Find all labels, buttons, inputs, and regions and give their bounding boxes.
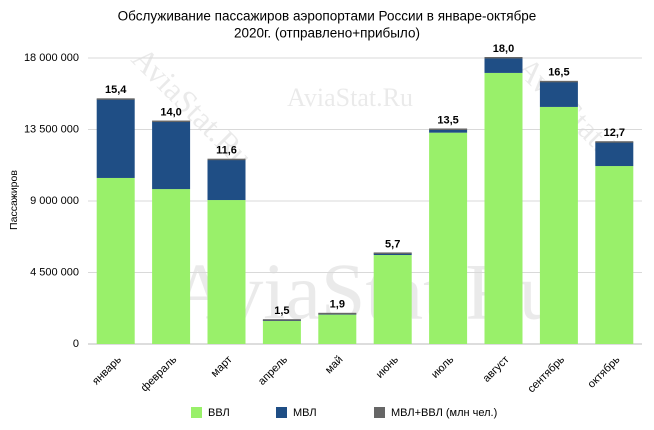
- bar: [318, 314, 357, 344]
- legend-swatch: [276, 407, 287, 418]
- legend-label: МВЛ+ВВЛ (млн чел.): [391, 407, 497, 419]
- y-tick-label: 13 500 000: [24, 123, 79, 135]
- x-tick-label: январь: [90, 354, 124, 388]
- data-label: 14,0: [160, 106, 181, 118]
- x-tick-label: август: [481, 354, 512, 385]
- data-label: 5,7: [385, 238, 400, 250]
- y-tick-label: 9 000 000: [30, 195, 79, 207]
- x-tick-label: октябрь: [586, 354, 623, 391]
- chart-title: Обслуживание пассажиров аэропортами Росс…: [118, 9, 537, 24]
- legend-swatch: [374, 407, 385, 418]
- x-tick-label: сентябрь: [525, 354, 567, 396]
- data-label: 1,5: [274, 305, 289, 317]
- bar: [207, 200, 246, 344]
- bar: [96, 99, 135, 178]
- x-tick-label: июнь: [374, 354, 401, 381]
- y-tick-label: 18 000 000: [24, 52, 79, 64]
- data-label: 13,5: [437, 114, 458, 126]
- total-mark: [429, 128, 468, 130]
- bar: [373, 255, 412, 344]
- watermark: AviaStat.Ru: [125, 40, 260, 175]
- total-mark: [595, 141, 634, 143]
- y-tick-label: 0: [73, 338, 79, 350]
- total-mark: [539, 80, 578, 83]
- x-tick-label: май: [323, 354, 346, 377]
- x-tick-label: апрель: [256, 354, 290, 388]
- bar: [207, 159, 246, 201]
- y-axis-label: Пассажиров: [8, 170, 20, 230]
- data-label: 1,9: [330, 299, 345, 311]
- data-label: 11,6: [216, 145, 237, 157]
- bar: [96, 177, 135, 344]
- bar: [373, 253, 412, 256]
- y-tick-label: 4 500 000: [30, 266, 79, 278]
- x-tick-label: июль: [429, 354, 456, 381]
- bar: [595, 166, 634, 344]
- legend-label: ВВЛ: [208, 407, 230, 419]
- x-tick-label: февраль: [139, 354, 180, 395]
- total-mark: [373, 252, 412, 254]
- data-label: 15,4: [105, 84, 127, 96]
- legend-label: МВЛ: [293, 407, 317, 419]
- legend-swatch: [191, 407, 202, 418]
- total-mark: [262, 319, 301, 321]
- bar: [152, 121, 191, 190]
- bar: [484, 58, 523, 73]
- total-mark: [484, 57, 523, 59]
- bar: [152, 189, 191, 344]
- bar: [595, 142, 634, 167]
- total-mark: [318, 312, 357, 315]
- total-mark: [152, 120, 191, 123]
- bar: [262, 320, 301, 344]
- watermark: AviaStat.Ru: [287, 83, 413, 112]
- bar: [429, 132, 468, 344]
- bar: [539, 106, 578, 344]
- bar: [539, 81, 578, 107]
- bar: [429, 129, 468, 133]
- data-label: 16,5: [548, 67, 569, 79]
- total-mark: [207, 158, 246, 161]
- data-label: 12,7: [604, 127, 625, 139]
- bar: [484, 72, 523, 345]
- x-tick-label: март: [209, 354, 235, 380]
- data-label: 18,0: [493, 43, 514, 55]
- chart-title: 2020г. (отправлено+прибыло): [234, 26, 420, 41]
- total-mark: [96, 98, 135, 100]
